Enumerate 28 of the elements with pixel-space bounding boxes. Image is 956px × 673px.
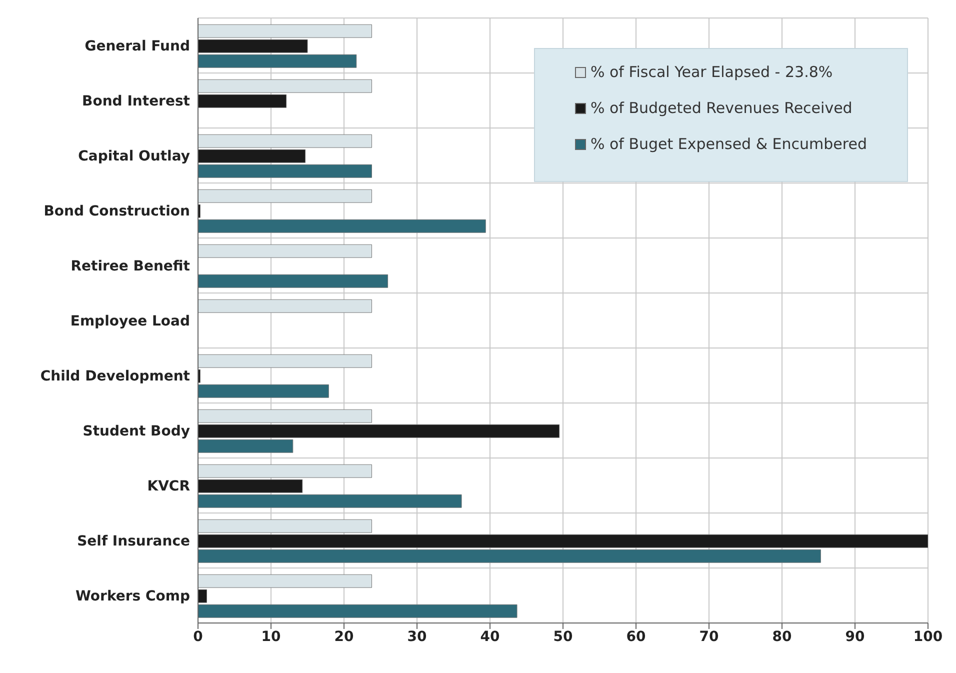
y-tick-label: General Fund xyxy=(84,38,190,54)
x-tick-label: 20 xyxy=(334,628,354,645)
bar xyxy=(198,244,372,258)
x-tick-label: 30 xyxy=(407,628,427,645)
x-tick-label: 50 xyxy=(553,628,573,645)
y-tick-label: Retiree Benefit xyxy=(70,258,190,274)
y-tick-label: Bond Construction xyxy=(44,203,190,220)
x-tick-label: 40 xyxy=(480,628,500,645)
y-tick-label: Employee Load xyxy=(70,313,190,330)
bar xyxy=(198,274,388,288)
y-tick-label: Bond Interest xyxy=(82,93,190,110)
x-tick-label: 80 xyxy=(772,628,792,645)
y-tick-label: Child Development xyxy=(40,368,190,384)
x-tick-label: 10 xyxy=(261,628,281,645)
legend-label: % of Budgeted Revenues Received xyxy=(590,99,852,117)
x-tick-label: 90 xyxy=(845,628,865,645)
legend-label: % of Buget Expensed & Encumbered xyxy=(590,135,867,153)
y-tick-label: Capital Outlay xyxy=(78,148,190,164)
x-tick-label: 60 xyxy=(626,628,646,645)
y-tick-label: Self Insurance xyxy=(77,533,190,550)
x-tick-label: 70 xyxy=(699,628,719,645)
y-tick-label: KVCR xyxy=(147,478,190,494)
legend-label: % of Fiscal Year Elapsed - 23.8% xyxy=(590,63,833,81)
bar xyxy=(198,299,372,313)
y-tick-label: Student Body xyxy=(82,423,190,440)
y-tick-label: Workers Comp xyxy=(75,588,190,604)
x-tick-label: 0 xyxy=(193,628,204,645)
x-tick-label: 100 xyxy=(913,628,943,645)
